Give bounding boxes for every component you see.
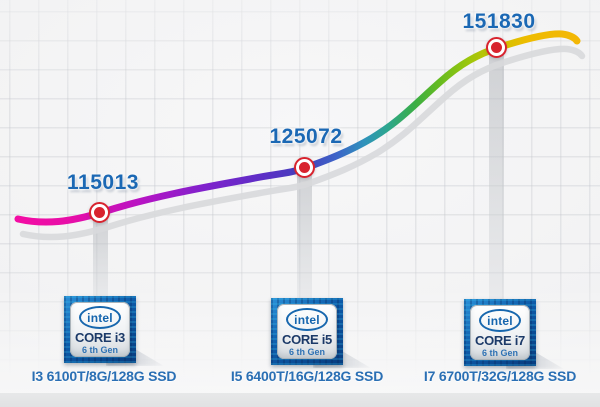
cpu-gen-text: 6 th Gen [288,347,325,358]
intel-logo: intel [286,308,328,331]
intel-logo-text: intel [294,312,320,327]
intel-logo: intel [79,306,121,329]
badge-plate: intel CORE i7 6 th Gen [470,305,530,360]
score-label-i3: 115013 [67,171,139,194]
cpu-badge-i7: intel CORE i7 6 th Gen [464,299,536,366]
marker-dot [491,42,502,53]
score-label-i7: 151830 [462,10,536,33]
cpu-badge-i5: intel CORE i5 6 th Gen [271,298,343,365]
performance-curve [14,30,586,241]
badge-plate: intel CORE i3 6 th Gen [70,302,130,357]
pillar-i3 [93,214,108,298]
cpu-gen-text: 6 th Gen [481,348,518,359]
data-marker-i5 [294,157,315,178]
cpu-model-text: CORE i3 [75,330,125,345]
spec-label-i3: I3 6100T/8G/128G SSD [31,368,177,384]
cpu-badge-i3: intel CORE i3 6 th Gen [64,296,136,363]
score-label-i5: 125072 [269,125,343,148]
badge-plate: intel CORE i5 6 th Gen [277,304,337,359]
intel-logo: intel [479,309,521,332]
curve-shadow [19,45,586,241]
cpu-model-text: CORE i5 [282,332,332,347]
marker-dot [299,162,310,173]
marker-dot [94,207,105,218]
curve-line [14,30,581,226]
intel-logo-text: intel [487,313,513,328]
cpu-model-text: CORE i7 [475,333,525,348]
pillar-i5 [297,168,312,300]
data-marker-i3 [89,202,110,223]
data-marker-i7 [486,37,507,58]
spec-label-i5: I5 6400T/16G/128G SSD [230,368,384,384]
pillar-i7 [489,50,504,301]
spec-label-i7: I7 6700T/32G/128G SSD [423,368,577,384]
bottom-strip [0,393,600,407]
cpu-gen-text: 6 th Gen [81,345,118,356]
intel-logo-text: intel [87,310,113,325]
